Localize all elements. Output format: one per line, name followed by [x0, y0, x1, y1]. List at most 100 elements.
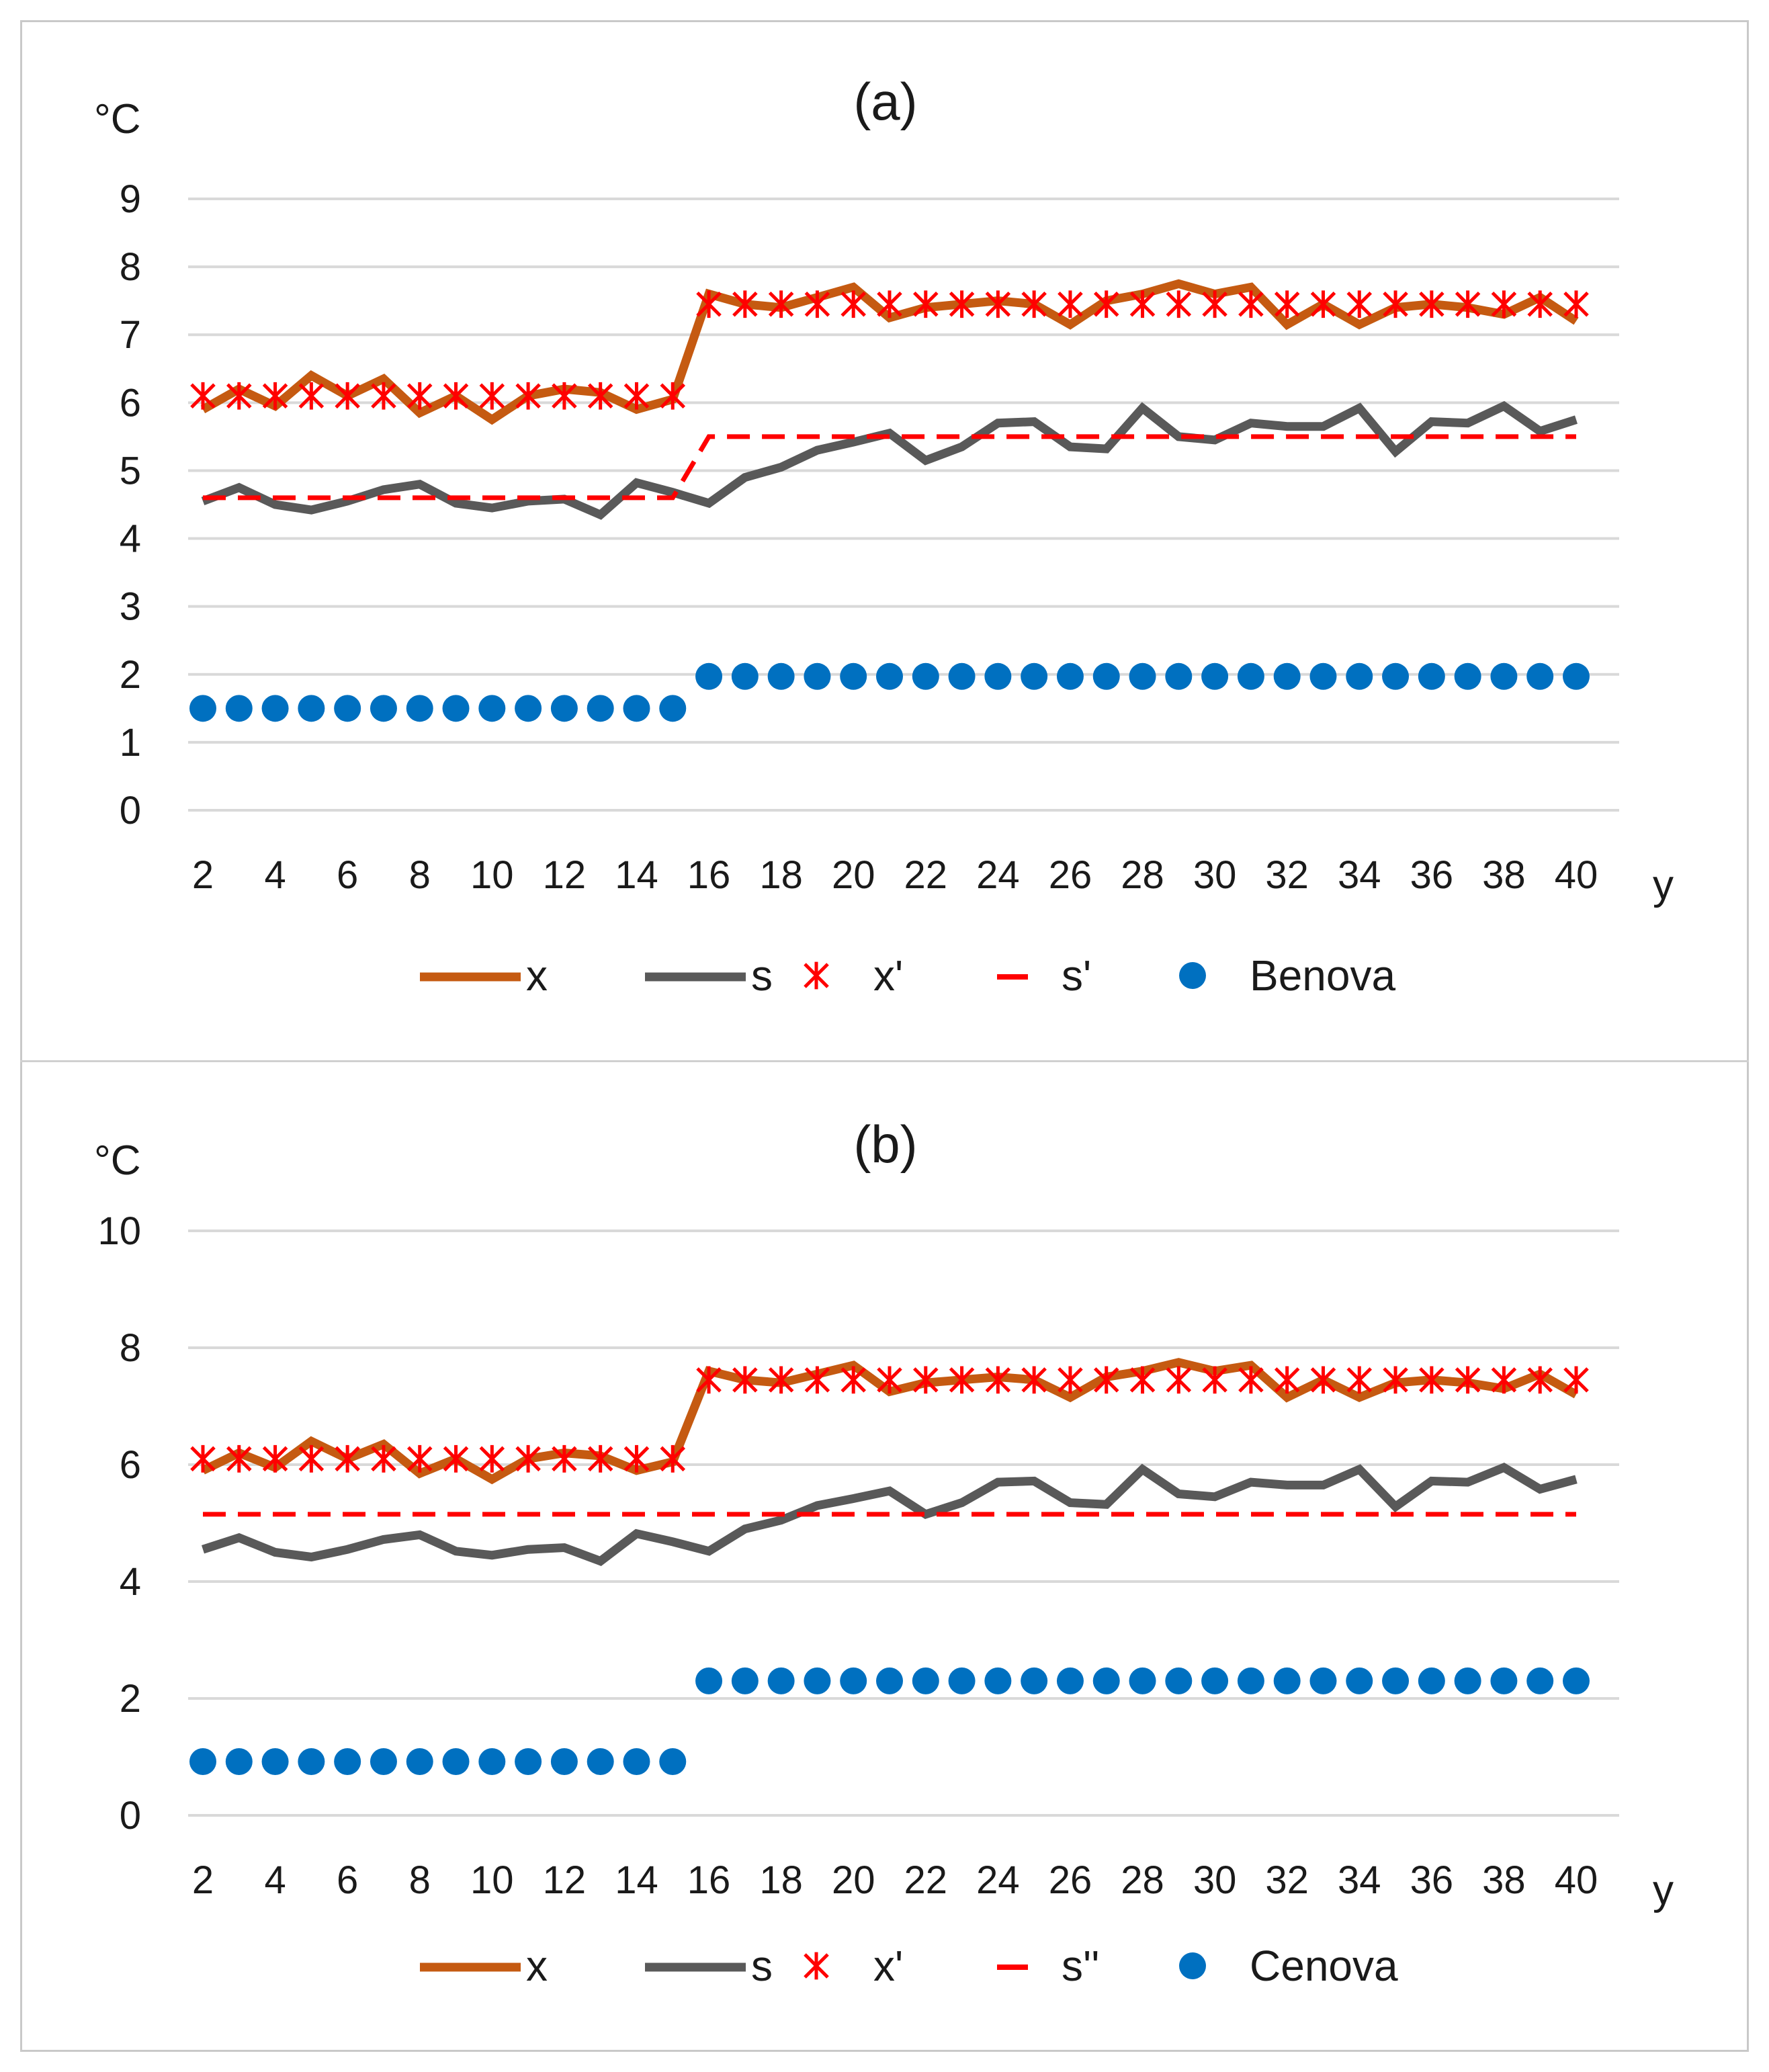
series-benova-point: [840, 662, 867, 690]
y-tick-label: 8: [120, 245, 141, 289]
x-tick-label: 2: [192, 853, 214, 897]
series-xprime-point: [913, 1366, 939, 1394]
series-xprime-point: [1419, 290, 1444, 318]
series-xprime-point: [1491, 290, 1517, 318]
series-cenova-point: [225, 1747, 253, 1775]
series-xprime-point: [1238, 1366, 1264, 1394]
y-tick-label: 3: [120, 585, 141, 629]
series-cenova-point: [515, 1747, 542, 1775]
x-tick-label: 14: [615, 1858, 658, 1902]
legend-sprime-label: s': [1062, 951, 1091, 1000]
series-xprime-point: [1093, 290, 1119, 318]
series-cenova-point: [1201, 1667, 1229, 1694]
y-tick-label: 6: [120, 1443, 141, 1487]
series-xprime-point: [1058, 1366, 1083, 1394]
series-cenova-point: [659, 1747, 687, 1775]
series-xprime-point: [1093, 1366, 1119, 1394]
series-cenova-point: [840, 1667, 867, 1694]
x-tick-label: 40: [1555, 853, 1598, 897]
y-axis-unit-label: °C: [94, 1137, 141, 1184]
legend-benova-label: Benova: [1250, 951, 1395, 1000]
x-tick-label: 18: [759, 1858, 803, 1902]
series-xprime-point: [1491, 1366, 1517, 1394]
series-benova-point: [695, 662, 723, 690]
series-cenova-point: [370, 1747, 397, 1775]
series-cenova-point: [550, 1747, 578, 1775]
x-tick-label: 30: [1193, 1858, 1237, 1902]
series-cenova-point: [1092, 1667, 1120, 1694]
x-tick-label: 34: [1338, 853, 1381, 897]
legend-x-label: x: [526, 951, 548, 1000]
x-tick-label: 30: [1193, 853, 1237, 897]
series-benova-point: [1490, 662, 1518, 690]
series-benova-point: [659, 695, 687, 722]
series-benova-point: [442, 695, 470, 722]
y-tick-label: 4: [120, 517, 141, 561]
series-xprime-point: [1274, 290, 1300, 318]
x-tick-label: 26: [1049, 853, 1092, 897]
series-cenova-point: [1273, 1667, 1301, 1694]
x-tick-label: 40: [1555, 1858, 1598, 1902]
series-cenova-point: [1418, 1667, 1445, 1694]
panel-divider: [20, 1060, 1749, 1062]
x-tick-label: 20: [832, 853, 875, 897]
series-benova-point: [1418, 662, 1445, 690]
series-cenova-point: [1129, 1667, 1156, 1694]
y-tick-label: 4: [120, 1560, 141, 1604]
series-cenova-point: [984, 1667, 1012, 1694]
x-tick-label: 16: [687, 853, 731, 897]
series-xprime-point: [1527, 290, 1553, 318]
x-tick-label: 2: [192, 1858, 214, 1902]
series-cenova-point: [1382, 1667, 1410, 1694]
series-cenova-point: [912, 1667, 939, 1694]
x-tick-label: 12: [543, 1858, 587, 1902]
series-cenova-point: [1563, 1667, 1590, 1694]
x-tick-label: 24: [976, 1858, 1020, 1902]
series-benova-point: [515, 695, 542, 722]
x-tick-label: 26: [1049, 1858, 1092, 1902]
series-xprime-point: [768, 290, 794, 318]
series-xprime-point: [696, 290, 722, 318]
series-cenova-point: [1309, 1667, 1337, 1694]
y-tick-label: 9: [120, 177, 141, 221]
series-s-line: [201, 1463, 1578, 1566]
series-cenova-point: [478, 1747, 506, 1775]
series-benova-point: [1165, 662, 1193, 690]
series-benova-point: [912, 662, 939, 690]
series-xprime-point: [1021, 290, 1047, 318]
y-tick-label: 2: [120, 653, 141, 697]
x-tick-label: 38: [1482, 1858, 1526, 1902]
series-xprime-point: [1129, 290, 1156, 318]
x-tick-label: 10: [470, 1858, 514, 1902]
legend-xprime-label: x': [873, 951, 903, 1000]
legend-cenova-swatch: [1179, 1952, 1206, 1979]
series-cenova-point: [948, 1667, 976, 1694]
series-xprime-point: [1238, 290, 1264, 318]
legend-s-label: s: [751, 951, 773, 1000]
legend-cenova-label: Cenova: [1250, 1942, 1398, 1990]
x-tick-label: 38: [1482, 853, 1526, 897]
series-cenova-point: [1056, 1667, 1084, 1694]
series-xprime-point: [190, 382, 216, 410]
series-sprime-dashed-line: [203, 434, 1576, 501]
series-cenova-point: [1454, 1667, 1481, 1694]
series-xprime-point: [804, 1366, 830, 1394]
series-benova-point: [1201, 662, 1229, 690]
series-xprime-point: [840, 290, 866, 318]
series-benova-point: [1382, 662, 1410, 690]
y-tick-label: 1: [120, 721, 141, 765]
series-xprime-point: [443, 382, 469, 410]
series-xprime-point: [298, 382, 325, 410]
series-xprime-point: [877, 1366, 902, 1394]
series-cenova-point: [298, 1747, 325, 1775]
series-benova-point: [334, 695, 361, 722]
series-benova-point: [767, 662, 795, 690]
series-benova-point: [1563, 662, 1590, 690]
legend-s-label: s: [751, 1942, 773, 1990]
series-benova-point: [370, 695, 397, 722]
series-benova-point: [550, 695, 578, 722]
series-xprime-point: [949, 1366, 975, 1394]
x-tick-label: 8: [409, 853, 431, 897]
series-benova-point: [731, 662, 759, 690]
